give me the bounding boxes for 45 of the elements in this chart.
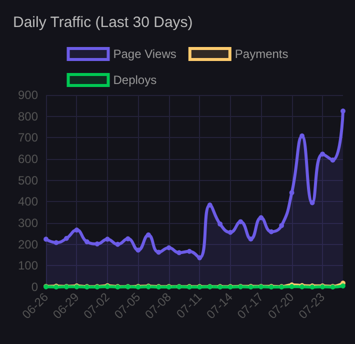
point: [166, 245, 172, 250]
point: [268, 229, 274, 234]
point: [146, 232, 151, 238]
point: [238, 219, 244, 224]
point: [74, 228, 80, 233]
point: [258, 215, 264, 220]
y-tick-label: 400: [18, 194, 38, 209]
point: [44, 236, 48, 242]
point: [125, 236, 130, 242]
point: [279, 223, 284, 228]
chart-title: Daily Traffic (Last 30 Days): [13, 14, 193, 31]
point: [104, 236, 110, 242]
point: [248, 236, 254, 242]
point: [320, 152, 326, 157]
point: [289, 190, 294, 196]
point: [136, 248, 141, 253]
point: [340, 283, 346, 288]
legend-label: Deploys: [113, 73, 157, 87]
point: [176, 250, 182, 256]
legend-label: Page Views: [113, 47, 176, 61]
point: [228, 230, 233, 235]
y-tick-label: 300: [18, 216, 38, 230]
point: [54, 240, 59, 246]
point: [156, 250, 162, 255]
point: [340, 108, 346, 114]
point: [84, 239, 90, 244]
y-tick-label: 900: [18, 88, 38, 102]
point: [218, 222, 223, 227]
point: [115, 242, 120, 247]
point: [300, 133, 305, 138]
y-tick-label: 700: [18, 130, 38, 145]
point: [310, 200, 315, 206]
y-tick-label: 100: [18, 258, 38, 273]
point: [197, 255, 202, 260]
point: [186, 248, 192, 254]
point: [94, 241, 100, 246]
y-tick-label: 200: [18, 237, 38, 252]
point: [330, 158, 336, 163]
y-tick-label: 800: [18, 109, 38, 124]
y-tick-label: 0: [31, 280, 38, 294]
y-tick-label: 600: [18, 152, 38, 166]
y-tick-label: 500: [18, 173, 38, 188]
legend-label: Payments: [234, 47, 288, 61]
point: [64, 236, 69, 241]
point: [207, 202, 212, 208]
